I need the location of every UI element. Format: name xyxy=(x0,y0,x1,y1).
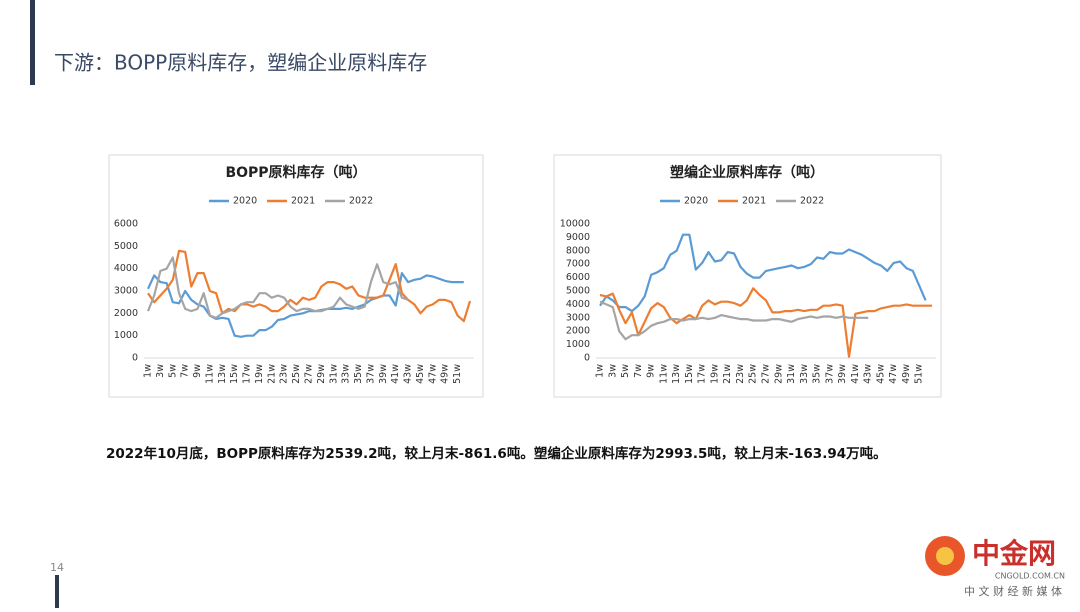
x-tick-label: 7w xyxy=(633,364,644,378)
y-tick-label: 4000 xyxy=(566,299,590,310)
y-tick-label: 2000 xyxy=(114,308,138,319)
x-tick-label: 1w xyxy=(143,364,154,378)
x-tick-label: 3w xyxy=(155,364,166,378)
caption: 2022年10月底，BOPP原料库存为2539.2吨，较上月末-861.6吨。塑… xyxy=(106,445,887,462)
series-line xyxy=(147,249,472,323)
x-tick-label: 39w xyxy=(837,364,848,384)
x-tick-label: 9w xyxy=(192,364,203,378)
x-tick-label: 25w xyxy=(748,364,759,384)
x-tick-label: 27w xyxy=(304,364,315,384)
x-tick-label: 37w xyxy=(365,364,376,384)
x-tick-label: 33w xyxy=(799,364,810,384)
y-tick-label: 6000 xyxy=(114,219,138,230)
legend-label: 2022 xyxy=(349,196,373,207)
x-tick-label: 19w xyxy=(709,364,720,384)
x-tick-label: 27w xyxy=(761,364,772,384)
x-tick-label: 43w xyxy=(403,364,414,384)
x-tick-label: 41w xyxy=(850,364,861,384)
series-line xyxy=(599,300,869,341)
y-tick-label: 1000 xyxy=(566,339,590,350)
x-tick-label: 39w xyxy=(378,364,389,384)
chart-title: 塑编企业原料库存（吨） xyxy=(670,164,824,181)
x-tick-label: 47w xyxy=(888,364,899,384)
legend-label: 2022 xyxy=(800,196,824,207)
series-line xyxy=(146,256,409,319)
x-tick-label: 19w xyxy=(254,364,265,384)
x-tick-label: 25w xyxy=(291,364,302,384)
series-line xyxy=(599,287,932,358)
x-tick-label: 21w xyxy=(266,364,277,384)
legend-label: 2020 xyxy=(233,196,257,207)
x-tick-label: 23w xyxy=(735,364,746,384)
x-tick-label: 51w xyxy=(452,364,463,384)
x-tick-label: 5w xyxy=(167,364,178,378)
accent-bar xyxy=(55,575,59,608)
x-tick-label: 17w xyxy=(242,364,253,384)
x-tick-label: 37w xyxy=(824,364,835,384)
x-tick-label: 31w xyxy=(328,364,339,384)
legend-label: 2021 xyxy=(291,196,315,207)
x-tick-label: 15w xyxy=(684,364,695,384)
logo-slogan: 中 文 财 经 新 媒 体 xyxy=(964,584,1062,598)
x-tick-label: 17w xyxy=(697,364,708,384)
y-tick-label: 4000 xyxy=(114,263,138,274)
x-tick-label: 7w xyxy=(180,364,191,378)
x-tick-label: 35w xyxy=(812,364,823,384)
x-tick-label: 1w xyxy=(595,364,606,378)
logo-icon xyxy=(936,547,954,565)
x-tick-label: 41w xyxy=(390,364,401,384)
x-tick-label: 45w xyxy=(875,364,886,384)
legend-label: 2020 xyxy=(684,196,708,207)
logo-domain: CNGOLD.COM.CN xyxy=(995,572,1065,581)
logo-name: 中金网 xyxy=(972,537,1056,570)
y-tick-label: 8000 xyxy=(566,245,590,256)
y-tick-label: 5000 xyxy=(114,241,138,252)
series-line xyxy=(147,272,464,338)
x-tick-label: 35w xyxy=(353,364,364,384)
x-tick-label: 15w xyxy=(229,364,240,384)
x-tick-label: 21w xyxy=(722,364,733,384)
x-tick-label: 13w xyxy=(671,364,682,384)
y-tick-label: 1000 xyxy=(114,330,138,341)
x-tick-label: 5w xyxy=(620,364,631,378)
x-tick-label: 9w xyxy=(646,364,657,378)
y-tick-label: 3000 xyxy=(566,312,590,323)
x-tick-label: 49w xyxy=(901,364,912,384)
x-tick-label: 33w xyxy=(341,364,352,384)
x-tick-label: 29w xyxy=(773,364,784,384)
x-tick-label: 31w xyxy=(786,364,797,384)
y-tick-label: 7000 xyxy=(566,259,590,270)
y-tick-label: 0 xyxy=(584,353,590,364)
accent-bar xyxy=(30,0,35,85)
y-tick-label: 10000 xyxy=(560,219,590,230)
x-tick-label: 11w xyxy=(658,364,669,384)
x-tick-label: 13w xyxy=(217,364,228,384)
slide-title: 下游：BOPP原料库存，塑编企业原料库存 xyxy=(54,51,427,75)
y-tick-label: 9000 xyxy=(566,232,590,243)
y-tick-label: 0 xyxy=(132,353,138,364)
y-tick-label: 5000 xyxy=(566,286,590,297)
series-line xyxy=(599,233,927,313)
x-tick-label: 47w xyxy=(427,364,438,384)
y-tick-label: 2000 xyxy=(566,326,590,337)
x-tick-label: 51w xyxy=(914,364,925,384)
chart-frame xyxy=(108,154,484,398)
x-tick-label: 45w xyxy=(415,364,426,384)
y-tick-label: 3000 xyxy=(114,286,138,297)
y-tick-label: 6000 xyxy=(566,272,590,283)
chart-title: BOPP原料库存（吨） xyxy=(225,164,366,181)
x-tick-label: 49w xyxy=(440,364,451,384)
x-tick-label: 43w xyxy=(863,364,874,384)
page-number: 14 xyxy=(50,561,64,574)
x-tick-label: 29w xyxy=(316,364,327,384)
legend-label: 2021 xyxy=(742,196,766,207)
x-tick-label: 23w xyxy=(279,364,290,384)
x-tick-label: 3w xyxy=(607,364,618,378)
chart-frame xyxy=(553,154,942,398)
x-tick-label: 11w xyxy=(204,364,215,384)
